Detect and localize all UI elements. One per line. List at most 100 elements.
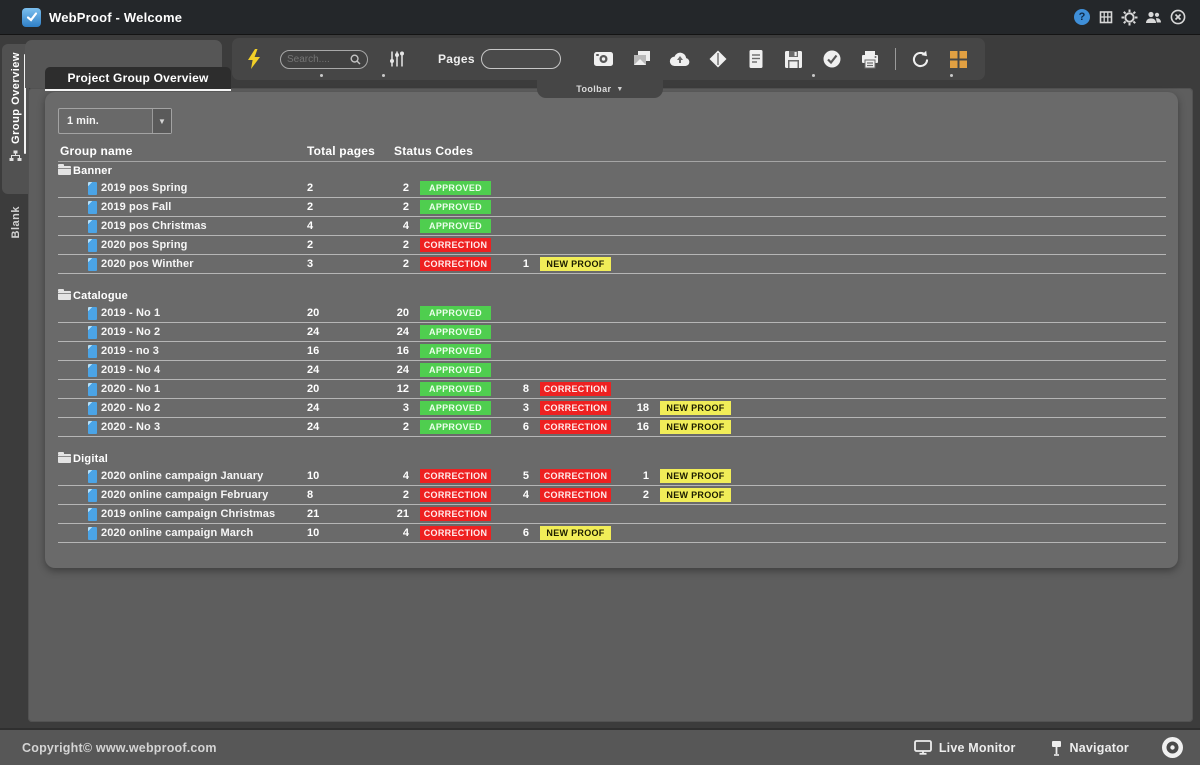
status-slot: 4 CORRECTION — [371, 469, 491, 483]
table-group: Banner 2019 pos Spring 2 2 APPROVED 2019 pos … — [58, 162, 1168, 274]
live-monitor-button[interactable]: Live Monitor — [913, 740, 1016, 755]
status-slot: 6 NEW PROOF — [491, 526, 611, 540]
project-row[interactable]: 2020 online campaign February 8 2 CORRECTIO… — [58, 486, 1166, 505]
column-header-status-codes: Status Codes — [394, 144, 474, 158]
status-slot: 6 CORRECTION — [491, 420, 611, 434]
status-slot: 4 CORRECTION — [491, 488, 611, 502]
users-icon[interactable] — [1145, 9, 1162, 26]
status-count: 12 — [396, 383, 409, 395]
sidebar-tab-label: Blank — [9, 206, 22, 239]
page-icon — [88, 344, 97, 358]
folder-icon — [58, 452, 71, 463]
total-pages: 21 — [307, 508, 320, 520]
total-pages: 24 — [307, 421, 320, 433]
total-pages: 4 — [307, 220, 314, 232]
refresh-interval-dropdown[interactable]: 1 min. ▼ — [58, 108, 172, 134]
copy-icon[interactable] — [631, 48, 653, 70]
gear-icon[interactable] — [1121, 9, 1138, 26]
refresh-interval-value: 1 min. — [67, 115, 99, 127]
group-folder-row[interactable]: Digital — [58, 450, 1166, 467]
status-badge: APPROVED — [420, 325, 491, 339]
project-row[interactable]: 2019 online campaign Christmas 21 21 CORREC… — [58, 505, 1166, 524]
status-badge: NEW PROOF — [660, 469, 731, 483]
page-icon — [88, 363, 97, 377]
pages-input[interactable] — [481, 51, 560, 69]
document-icon[interactable] — [745, 48, 767, 70]
status-slot: 2 APPROVED — [371, 200, 491, 214]
status-count: 2 — [402, 239, 409, 251]
status-count: 2 — [402, 421, 409, 433]
live-monitor-label: Live Monitor — [938, 740, 1016, 755]
webproof-logo-icon — [22, 7, 41, 27]
page-icon — [88, 469, 97, 483]
project-name: 2020 pos Spring — [101, 239, 188, 251]
project-row[interactable]: 2019 - No 1 20 20 APPROVED — [58, 304, 1166, 323]
search-box — [280, 49, 368, 69]
status-badge: CORRECTION — [540, 382, 611, 396]
status-count: 24 — [396, 364, 409, 376]
search-input[interactable] — [287, 53, 350, 65]
project-name: 2020 - No 3 — [101, 421, 161, 433]
pages-box — [480, 49, 561, 69]
help-icon[interactable]: ? — [1074, 9, 1090, 25]
project-name: 2019 online campaign Christmas — [101, 508, 276, 520]
project-name: 2019 pos Fall — [101, 201, 172, 213]
project-name: 2019 - No 1 — [101, 307, 161, 319]
status-slot: 5 CORRECTION — [491, 469, 611, 483]
pages-label: Pages — [438, 52, 475, 66]
status-count: 18 — [636, 402, 649, 414]
check-circle-icon[interactable] — [821, 48, 843, 70]
total-pages: 16 — [307, 345, 320, 357]
stats-icon[interactable] — [1097, 9, 1114, 26]
project-row[interactable]: 2020 pos Spring 2 2 CORRECTION — [58, 236, 1166, 255]
total-pages: 24 — [307, 402, 320, 414]
project-row[interactable]: 2020 - No 2 24 3 APPROVED 3 CORRECTION 18 NEW P… — [58, 399, 1166, 418]
group-folder-row[interactable]: Banner — [58, 162, 1166, 179]
sidebar-tab-blank[interactable]: Blank — [2, 202, 29, 272]
cloud-icon[interactable] — [669, 48, 691, 70]
tab-project-group-overview[interactable]: Project Group Overview — [45, 67, 231, 91]
project-row[interactable]: 2019 pos Spring 2 2 APPROVED — [58, 179, 1166, 198]
project-row[interactable]: 2019 - No 2 24 24 APPROVED — [58, 323, 1166, 342]
camera-icon[interactable] — [593, 48, 615, 70]
status-badge: APPROVED — [420, 382, 491, 396]
project-name: 2020 online campaign March — [101, 527, 254, 539]
sidebar-tab-group-overview[interactable]: Group Overview — [2, 44, 29, 194]
status-badge: APPROVED — [420, 306, 491, 320]
status-disc-icon[interactable] — [1161, 736, 1184, 759]
filter-sliders-icon[interactable] — [386, 48, 408, 70]
project-row[interactable]: 2019 pos Christmas 4 4 APPROVED — [58, 217, 1166, 236]
status-badge: NEW PROOF — [660, 401, 731, 415]
save-icon[interactable] — [783, 48, 805, 70]
project-row[interactable]: 2020 - No 1 20 12 APPROVED 8 CORRECTION — [58, 380, 1166, 399]
refresh-icon[interactable] — [910, 48, 932, 70]
status-badge: CORRECTION — [420, 488, 491, 502]
project-name: 2019 - No 2 — [101, 326, 161, 338]
status-badge: APPROVED — [420, 401, 491, 415]
grid-icon[interactable] — [948, 48, 970, 70]
navigator-button[interactable]: Navigator — [1050, 740, 1129, 756]
bolt-icon[interactable] — [246, 48, 262, 70]
total-pages: 8 — [307, 489, 314, 501]
project-row[interactable]: 2020 online campaign January 10 4 CORRECTIO… — [58, 467, 1166, 486]
total-pages: 10 — [307, 470, 320, 482]
status-slot: 2 CORRECTION — [371, 488, 491, 502]
total-pages: 20 — [307, 307, 320, 319]
marker-dot — [320, 74, 323, 77]
project-row[interactable]: 2020 pos Winther 3 2 CORRECTION 1 NEW PROOF — [58, 255, 1166, 274]
project-row[interactable]: 2019 - no 3 16 16 APPROVED — [58, 342, 1166, 361]
printer-icon[interactable] — [859, 48, 881, 70]
project-row[interactable]: 2019 pos Fall 2 2 APPROVED — [58, 198, 1166, 217]
group-folder-row[interactable]: Catalogue — [58, 287, 1166, 304]
diamond-icon[interactable] — [707, 48, 729, 70]
project-row[interactable]: 2019 - No 4 24 24 APPROVED — [58, 361, 1166, 380]
status-slot: 2 APPROVED — [371, 420, 491, 434]
close-icon[interactable] — [1169, 9, 1186, 26]
toolbar-collapse-tab[interactable]: Toolbar ▼ — [537, 80, 663, 98]
group-name: Catalogue — [73, 289, 128, 302]
project-name: 2019 pos Christmas — [101, 220, 207, 232]
project-row[interactable]: 2020 online campaign March 10 4 CORRECTION 6… — [58, 524, 1166, 543]
project-row[interactable]: 2020 - No 3 24 2 APPROVED 6 CORRECTION 16 NEW P… — [58, 418, 1166, 437]
title-bar: WebProof - Welcome ? — [0, 0, 1200, 35]
page-tab-label: Project Group Overview — [67, 71, 209, 85]
